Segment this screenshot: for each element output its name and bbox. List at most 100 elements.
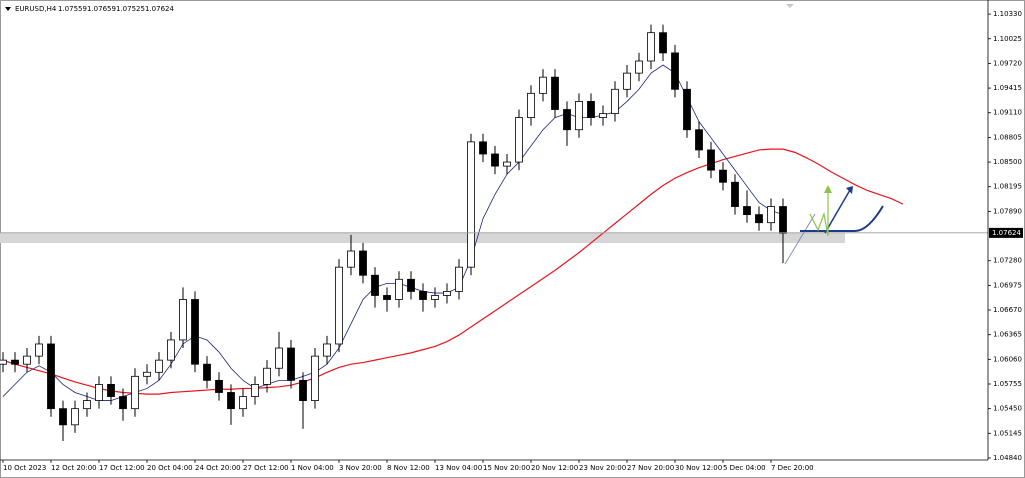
candle-body: [635, 60, 643, 74]
candle-body: [767, 206, 775, 224]
y-tick-label: 1.04840: [993, 454, 1022, 462]
candle-body: [335, 266, 343, 345]
candle-body: [23, 355, 31, 365]
x-tick-label: 30 Nov 12:00: [675, 464, 722, 472]
x-tick-label: 24 Oct 20:00: [195, 464, 241, 472]
candle-body: [527, 92, 535, 118]
candle-body: [671, 52, 679, 90]
y-tick-label: 1.07280: [993, 257, 1022, 265]
shift-marker: [786, 4, 794, 8]
y-tick-label: 1.05450: [993, 405, 1022, 413]
arrow-head: [824, 185, 832, 193]
candle-body: [299, 379, 307, 401]
moving-average: [2, 148, 904, 395]
candle-body: [455, 266, 463, 292]
x-tick-label: 13 Nov 04:00: [435, 464, 482, 472]
candle-body: [227, 392, 235, 410]
candle-body: [131, 375, 139, 410]
y-tick-label: 1.09720: [993, 59, 1022, 67]
ohlc-close: 1.07624: [145, 5, 174, 13]
candle-body: [0, 359, 7, 365]
candle-body: [155, 359, 163, 373]
projection-thin: [784, 213, 816, 265]
x-tick-label: 7 Dec 20:00: [771, 464, 814, 472]
y-tick-label: 1.08500: [993, 158, 1022, 166]
ohlc-low: 1.07525: [116, 5, 145, 13]
y-tick-label: 1.09415: [993, 84, 1022, 92]
support-zone: [0, 233, 845, 243]
candle-body: [263, 367, 271, 385]
candle-body: [755, 214, 763, 224]
y-tick-label: 1.10025: [993, 35, 1022, 43]
candle-body: [107, 384, 115, 397]
candle-body: [707, 149, 715, 171]
y-tick-label: 1.05145: [993, 429, 1022, 437]
x-tick-label: 10 Oct 2023: [3, 464, 46, 472]
symbol: EURUSD,H4: [15, 5, 57, 13]
candle-body: [287, 347, 295, 381]
candle-body: [683, 88, 691, 131]
y-tick-label: 1.08805: [993, 133, 1022, 141]
ohlc-open: 1.07559: [58, 5, 87, 13]
y-tick-label: 1.09110: [993, 109, 1022, 117]
candle-body: [347, 250, 355, 268]
projection-arrow: [824, 189, 851, 234]
x-tick-label: 15 Nov 20:00: [483, 464, 530, 472]
candle-body: [167, 339, 175, 361]
candle-body: [179, 299, 187, 341]
x-tick-label: 17 Oct 12:00: [99, 464, 145, 472]
candle-body: [35, 343, 43, 357]
candle-body: [71, 408, 79, 426]
y-tick-label: 1.07890: [993, 207, 1022, 215]
candle-body: [599, 113, 607, 118]
x-tick-label: 1 Nov 04:00: [291, 464, 334, 472]
candle-body: [311, 355, 319, 401]
ohlc-high: 1.07659: [87, 5, 116, 13]
candle-body: [395, 278, 403, 300]
candle-body: [119, 396, 127, 410]
candle-body: [419, 291, 427, 300]
x-tick-label: 12 Oct 20:00: [51, 464, 97, 472]
y-tick-label: 1.06975: [993, 281, 1022, 289]
candle-body: [83, 400, 91, 410]
candle-body: [95, 384, 103, 401]
x-tick-label: 27 Oct 12:00: [243, 464, 289, 472]
candle-body: [215, 379, 223, 393]
x-tick-label: 3 Nov 20:00: [339, 464, 382, 472]
candle-body: [659, 32, 667, 54]
x-tick-label: 27 Nov 20:00: [627, 464, 674, 472]
x-tick-label: 20 Nov 12:00: [531, 464, 578, 472]
candle-body: [11, 359, 19, 365]
current-price-box: [989, 227, 1023, 238]
candle-body: [239, 396, 247, 410]
candle-body: [695, 129, 703, 151]
alt-projection: [809, 192, 829, 237]
candle-body: [479, 141, 487, 155]
candle-body: [503, 161, 511, 167]
candle-body: [203, 363, 211, 381]
candle-body: [731, 181, 739, 207]
x-tick-label: 20 Oct 04:00: [147, 464, 193, 472]
candle-body: [191, 299, 199, 365]
candle-body: [251, 384, 259, 397]
candle-body: [539, 76, 547, 94]
arrow-head: [846, 186, 853, 194]
candle-body: [611, 88, 619, 114]
candle-body: [371, 274, 379, 296]
candle-body: [143, 371, 151, 377]
candle-body: [623, 72, 631, 90]
candle-body: [491, 153, 499, 167]
candle-body: [779, 206, 787, 234]
plot-area: [0, 24, 904, 441]
menu-triangle: [5, 7, 11, 11]
candle-body: [47, 343, 55, 410]
candle-body: [431, 295, 439, 300]
projection-path: [800, 205, 884, 232]
y-tick-label: 1.06365: [993, 331, 1022, 339]
candle-body: [587, 101, 595, 118]
candle-body: [443, 291, 451, 296]
x-tick-label: 5 Dec 04:00: [723, 464, 766, 472]
y-tick-label: 1.10330: [993, 10, 1022, 18]
x-tick-label: 23 Nov 20:00: [579, 464, 626, 472]
